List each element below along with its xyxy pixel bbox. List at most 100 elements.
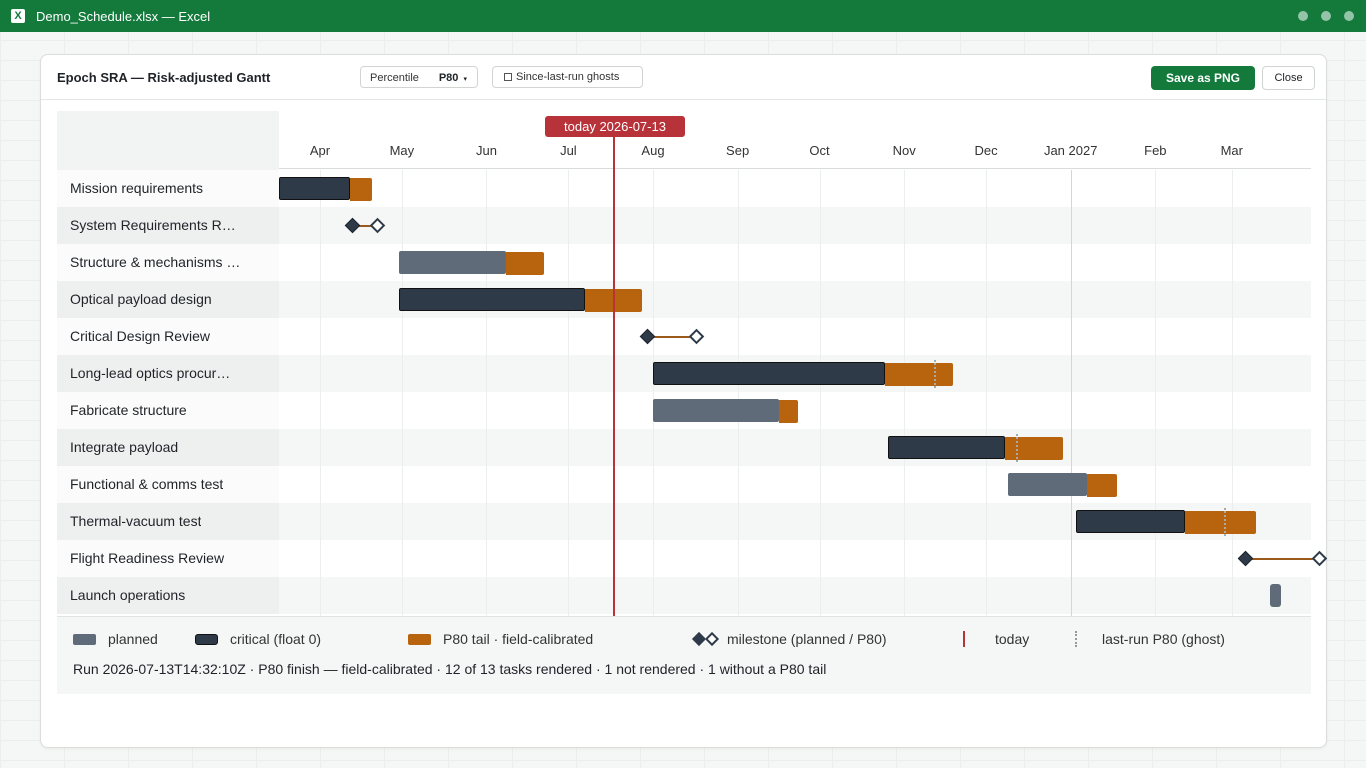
- month-label: Mar: [1220, 143, 1243, 158]
- legend-milestone-label: milestone (planned / P80): [727, 631, 887, 647]
- task-row[interactable]: Mission requirements: [57, 170, 1311, 207]
- ghost-marker: [1223, 507, 1226, 536]
- task-label: Functional & comms test: [57, 466, 279, 503]
- legend-critical-label: critical (float 0): [230, 631, 322, 647]
- legend-ghost-label: last-run P80 (ghost): [1102, 631, 1225, 647]
- today-line: [613, 135, 615, 616]
- task-row[interactable]: Critical Design Review: [57, 318, 1311, 355]
- tail-swatch: [408, 633, 431, 645]
- task-row[interactable]: Long-lead optics procur…: [57, 355, 1311, 392]
- ghosts-toggle-label: Since-last-run ghosts: [516, 71, 620, 83]
- milestone-p80-diamond[interactable]: [369, 217, 386, 234]
- task-label: Launch operations: [57, 577, 279, 614]
- percentile-select[interactable]: Percentile P80 ▾: [360, 66, 478, 88]
- legend: planned critical (float 0) P80 tail · fi…: [57, 630, 1311, 648]
- task-rows: Mission requirements System Requirements …: [57, 170, 1311, 616]
- close-window-icon[interactable]: [1344, 11, 1354, 21]
- milestone-p80-diamond[interactable]: [688, 328, 705, 345]
- month-label: Jan 2027: [1043, 143, 1098, 158]
- critical-bar[interactable]: [887, 436, 1006, 459]
- legend-planned-label: planned: [108, 631, 158, 647]
- today-badge: today 2026-07-13: [545, 116, 685, 137]
- task-row[interactable]: Functional & comms test: [57, 466, 1311, 503]
- task-row[interactable]: Optical payload design: [57, 281, 1311, 318]
- ghosts-toggle[interactable]: Since-last-run ghosts: [492, 66, 643, 88]
- milestone-tail-line: [1245, 557, 1320, 560]
- planned-bar[interactable]: [653, 399, 779, 422]
- milestone-planned-diamond[interactable]: [639, 328, 656, 345]
- save-png-button[interactable]: Save as PNG: [1151, 66, 1255, 90]
- month-label: Apr: [309, 143, 331, 158]
- p80-tail-bar[interactable]: [1185, 510, 1257, 534]
- window-controls: [1298, 11, 1354, 21]
- chevron-down-icon: ▾: [463, 76, 467, 83]
- launch-bar[interactable]: [1269, 584, 1281, 607]
- legend-tail-label: P80 tail · field-calibrated: [443, 631, 594, 647]
- legend-milestone: milestone (planned / P80): [691, 630, 887, 648]
- p80-tail-bar[interactable]: [1087, 473, 1118, 497]
- critical-swatch: [195, 633, 218, 645]
- task-row[interactable]: Flight Readiness Review: [57, 540, 1311, 577]
- critical-bar[interactable]: [279, 177, 350, 200]
- month-label: Jul: [560, 143, 577, 158]
- milestone-planned-diamond[interactable]: [1237, 550, 1254, 567]
- p80-tail-bar[interactable]: [349, 177, 372, 201]
- task-label: Structure & mechanisms …: [57, 244, 279, 281]
- p80-tail-bar[interactable]: [505, 251, 544, 275]
- p80-tail-bar[interactable]: [885, 362, 954, 386]
- panel-title: Epoch SRA — Risk-adjusted Gantt: [57, 70, 271, 85]
- percentile-value-text: P80: [438, 72, 459, 84]
- milestone-planned-diamond[interactable]: [344, 217, 361, 234]
- task-row[interactable]: Launch operations: [57, 577, 1311, 614]
- month-label: Jun: [475, 143, 497, 158]
- checkbox-icon[interactable]: [504, 73, 512, 81]
- task-label: Fabricate structure: [57, 392, 279, 429]
- legend-tail: P80 tail · field-calibrated: [408, 630, 593, 648]
- month-label: Dec: [974, 143, 998, 158]
- milestone-tail-line: [647, 335, 697, 338]
- task-label: Optical payload design: [57, 281, 279, 318]
- task-label: Mission requirements: [57, 170, 279, 207]
- p80-tail-bar[interactable]: [1005, 436, 1063, 460]
- p80-tail-bar[interactable]: [778, 399, 798, 423]
- header-label-column: [57, 111, 279, 170]
- critical-bar[interactable]: [399, 288, 585, 311]
- close-button[interactable]: Close: [1262, 66, 1315, 90]
- legend-ghost: last-run P80 (ghost): [1075, 630, 1225, 648]
- minimize-icon[interactable]: [1298, 11, 1308, 21]
- task-label: Critical Design Review: [57, 318, 279, 355]
- task-row[interactable]: Fabricate structure: [57, 392, 1311, 429]
- task-row[interactable]: Integrate payload: [57, 429, 1311, 466]
- task-row[interactable]: System Requirements Rev…: [57, 207, 1311, 244]
- planned-bar[interactable]: [1007, 473, 1088, 496]
- milestone-diamond-icon: [691, 631, 721, 647]
- ghost-marker: [934, 359, 937, 388]
- critical-bar[interactable]: [1076, 510, 1186, 533]
- task-label: Flight Readiness Review: [57, 540, 279, 577]
- month-label: Feb: [1144, 143, 1167, 158]
- gantt-panel: Epoch SRA — Risk-adjusted Gantt Percenti…: [40, 54, 1327, 748]
- legend-today: today: [963, 630, 1029, 648]
- maximize-icon[interactable]: [1321, 11, 1331, 21]
- planned-bar[interactable]: [399, 251, 506, 274]
- task-label: System Requirements Rev…: [57, 207, 279, 244]
- milestone-tail-line: [352, 224, 378, 227]
- month-label: Nov: [892, 143, 916, 158]
- task-label: Integrate payload: [57, 429, 279, 466]
- footer: planned critical (float 0) P80 tail · fi…: [57, 616, 1311, 694]
- task-label: Thermal-vacuum test: [57, 503, 279, 540]
- excel-icon: X: [11, 9, 25, 23]
- window-title: Demo_Schedule.xlsx — Excel: [36, 8, 211, 24]
- gantt-bars: [279, 170, 1327, 616]
- title-bar: X Demo_Schedule.xlsx — Excel: [0, 0, 1366, 32]
- panel-header: Epoch SRA — Risk-adjusted Gantt Percenti…: [41, 55, 1326, 100]
- task-label: Long-lead optics procur…: [57, 355, 279, 392]
- month-label: Oct: [809, 143, 830, 158]
- critical-bar[interactable]: [653, 362, 886, 385]
- axis-baseline: [279, 168, 1311, 169]
- milestone-p80-diamond[interactable]: [1311, 550, 1327, 567]
- task-row[interactable]: Thermal-vacuum test: [57, 503, 1311, 540]
- percentile-label: Percentile: [370, 72, 419, 84]
- task-row[interactable]: Structure & mechanisms …: [57, 244, 1311, 281]
- today-marker-icon: [963, 631, 965, 647]
